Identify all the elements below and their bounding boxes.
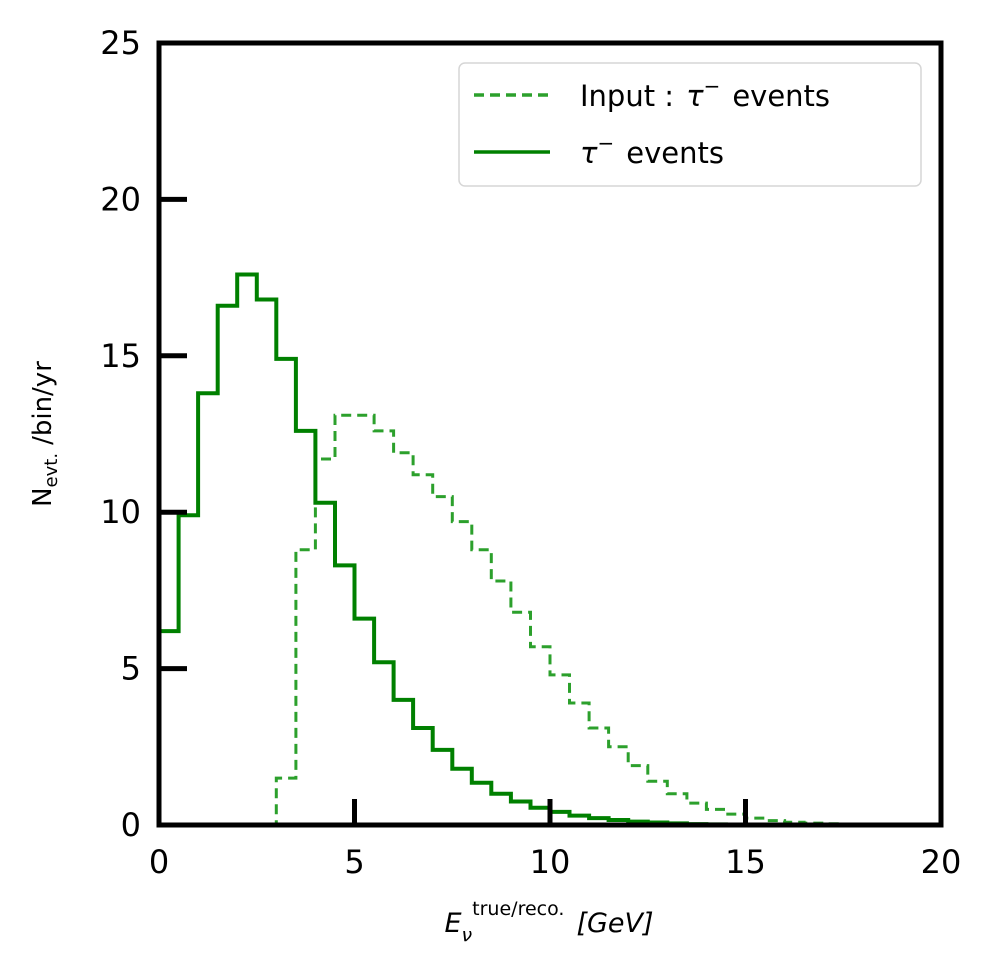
x-label-unit: [GeV] [576,908,653,939]
x-tick-label: 20 [921,843,962,881]
x-axis-label: Eν true/reco. [GeV] [444,898,653,946]
legend-input-prefix: Input : [580,79,674,113]
x-label-superscript: true/reco. [472,898,564,920]
y-tick-label: 20 [100,180,141,218]
y-label-subscript: evt. [41,453,62,488]
y-label-main: N [28,487,58,506]
series-input-step-line [159,413,863,827]
y-tick-label: 15 [100,337,141,375]
y-tick-label: 0 [121,806,141,844]
x-tick-label: 0 [149,843,169,881]
x-tick-label: 10 [530,843,571,881]
legend-reco-particle: τ [580,136,598,170]
y-tick-label: 10 [100,493,141,531]
legend-reco-charge: − [597,131,614,155]
legend-input-particle: τ [686,79,704,113]
x-tick-label: 5 [344,843,364,881]
y-axis-label: Nevt. /bin/yr [28,361,62,507]
series-reco-step-line [159,272,863,827]
x-tick-label: 15 [725,843,766,881]
legend-input-charge: − [704,74,721,98]
legend-label-reco: τ− events [580,131,724,170]
y-tick-label: 25 [100,24,141,62]
legend-reco-suffix: events [626,136,724,170]
legend-label-input: Input : τ− events [580,74,830,113]
x-label-subscript: ν [462,924,473,946]
axis-ticks: 0 5 10 15 20 25 0 5 10 15 20 [100,24,961,881]
plot-area [159,272,863,827]
y-tick-label: 5 [121,650,141,688]
x-label-symbol: E [444,908,461,939]
legend-box [458,62,922,187]
legend-input-suffix: events [732,79,830,113]
legend: Input : τ− events τ− events [458,62,922,187]
y-label-suffix: /bin/yr [28,361,58,445]
plot-frame [156,40,944,828]
